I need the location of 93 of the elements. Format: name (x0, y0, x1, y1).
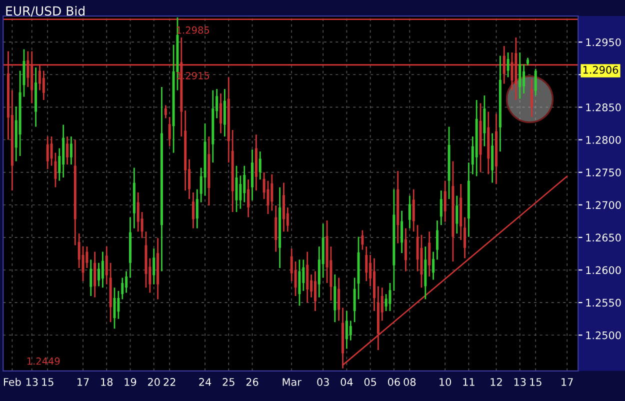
x-tick-label: 05 (364, 378, 376, 386)
candlestick (196, 188, 198, 230)
candlestick (86, 246, 88, 269)
candlestick (345, 310, 348, 350)
candlestick (70, 136, 72, 166)
candlestick (506, 52, 510, 78)
candlestick (78, 232, 80, 269)
y-tick-label: 1.2850 (586, 103, 621, 112)
x-tick-label: 18 (101, 378, 113, 386)
candlestick (464, 216, 466, 259)
x-tick-label: 25 (222, 378, 234, 386)
candlestick (66, 136, 69, 166)
x-tick-label: 19 (124, 378, 136, 386)
x-tick-label: 20 (148, 378, 160, 386)
annotation: 1.2449 (27, 357, 60, 365)
candlestick (247, 178, 250, 218)
candlestick (258, 150, 262, 180)
candlestick (42, 70, 45, 101)
candlestick (125, 270, 128, 294)
candlestick (98, 262, 100, 287)
x-tick-label: 04 (340, 378, 353, 386)
candlestick (101, 251, 104, 288)
candlestick (338, 277, 340, 322)
candlestick (270, 174, 274, 212)
x-tick-label: 03 (317, 378, 329, 386)
candlestick (94, 251, 96, 298)
candlestick (302, 258, 305, 292)
x-tick-label: 13 (514, 378, 526, 386)
candlestick (243, 165, 246, 203)
candlestick (404, 228, 407, 272)
candlestick (444, 180, 446, 223)
x-tick-label: Mar (282, 378, 302, 386)
x-tick-label: Feb (4, 378, 21, 386)
candlestick (365, 246, 368, 282)
candlestick (400, 210, 404, 254)
text: 1.2906 (583, 66, 618, 74)
x-tick-label: 10 (440, 378, 452, 386)
candlestick (54, 152, 57, 188)
y-tick-label: 1.2550 (586, 298, 621, 307)
candlestick (384, 293, 388, 312)
candlestick (136, 192, 140, 232)
x-tick-label: 26 (246, 378, 258, 386)
x-tick-label: 15 (530, 378, 542, 386)
candlestick (46, 136, 49, 170)
x-tick-label: 17 (562, 378, 573, 386)
y-tick-label: 1.2800 (586, 136, 621, 144)
candlestick (192, 192, 194, 230)
x-tick-label: 13 (26, 378, 38, 386)
x-tick-label: 24 (199, 378, 212, 386)
candlestick (82, 246, 84, 282)
candlestick (274, 204, 278, 252)
y-tick-label: 1.2950 (586, 38, 621, 46)
y-tick-label: 1.2600 (586, 266, 621, 274)
candlestick (298, 258, 301, 307)
candlestick (361, 230, 364, 251)
candlestick (412, 188, 415, 232)
candlestick (534, 68, 537, 96)
candlestick (530, 78, 533, 118)
candlestick (440, 190, 442, 226)
candlestick (432, 251, 435, 280)
x-tick-label: 22 (164, 378, 176, 386)
candlestick (314, 270, 316, 312)
candlestick (105, 246, 108, 286)
candlestick (117, 290, 120, 320)
x-tick-label: 12 (490, 378, 502, 386)
candlestick (428, 230, 431, 278)
candlestick (239, 174, 242, 210)
candlestick (164, 104, 167, 119)
candlestick (416, 224, 419, 272)
candlestick (294, 260, 297, 297)
candlestick (353, 277, 356, 323)
candlestick (436, 220, 438, 260)
y-tick-label: 1.2750 (586, 168, 621, 176)
candlestick (121, 277, 124, 300)
y-tick-label: 1.2650 (586, 234, 621, 242)
x-tick-label: 06 (388, 378, 400, 386)
candlestick (518, 52, 522, 100)
x-tick-label: 15 (42, 378, 54, 386)
chart-title: EUR/USD Bid (6, 6, 84, 17)
candlestick (408, 195, 411, 230)
candlestick (456, 195, 458, 234)
candlestick (168, 116, 171, 147)
candlestick (90, 258, 92, 297)
y-tick-label: 1.2500 (586, 331, 621, 340)
candlestick (50, 136, 53, 167)
candlestick (522, 64, 526, 94)
y-tick-label: 1.2700 (586, 201, 621, 209)
candlestick (220, 92, 222, 134)
candlestick (349, 320, 352, 342)
x-tick-label: 08 (404, 378, 416, 386)
x-tick-label: 17 (78, 378, 89, 386)
candlestick (152, 248, 156, 286)
x-tick-label: 11 (463, 378, 474, 386)
